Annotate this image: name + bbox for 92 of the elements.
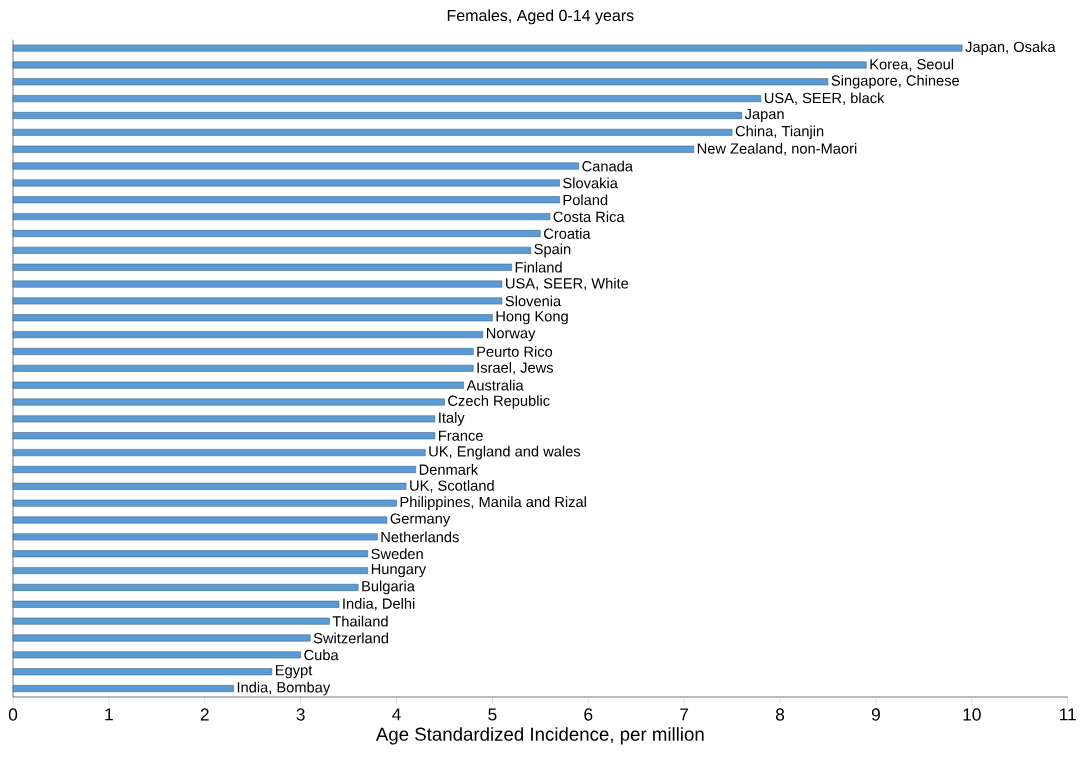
bar	[12, 600, 340, 608]
x-tick-label: 5	[488, 708, 497, 721]
bar	[12, 348, 474, 355]
y-tick-label: France	[439, 430, 483, 441]
y-tick-label: Cuba	[304, 649, 339, 661]
y-tick-label: Slovakia	[563, 177, 618, 189]
bar	[12, 634, 311, 642]
y-tick-label: Costa Rica	[553, 211, 625, 223]
y-tick-label: USA, SEER, White	[506, 277, 629, 291]
y-tick-label: Japan, Osaka	[965, 41, 1056, 55]
y-tick-label: Netherlands	[381, 531, 459, 543]
x-tick-label: 11	[1059, 708, 1076, 721]
y-tick-label: India, Bombay	[237, 681, 331, 696]
y-tick-label: Canada	[582, 160, 633, 172]
y-tick-label: Finland	[515, 261, 562, 273]
bar	[12, 398, 445, 406]
y-tick-label: Czech Republic	[448, 395, 550, 409]
x-tick-label: 8	[775, 708, 785, 721]
x-tick-label: 0	[8, 708, 18, 721]
bar	[12, 482, 407, 490]
bar	[12, 617, 330, 625]
y-tick-label: USA, SEER, black	[764, 92, 885, 105]
bar	[12, 533, 378, 541]
bar	[12, 668, 273, 676]
bar	[12, 246, 532, 254]
bar	[12, 112, 742, 119]
bar	[12, 263, 512, 271]
bar	[12, 583, 359, 591]
bar	[12, 432, 436, 440]
y-tick-label: Philippines, Manila and Rizal	[400, 496, 586, 510]
y-tick-label: Thailand	[332, 615, 388, 627]
x-axis-title: Age Standardized Incidence, per million	[375, 727, 704, 745]
bar	[12, 128, 733, 136]
y-tick-label: Japan	[744, 108, 784, 123]
chart-title: Females, Aged 0-14 years	[447, 9, 634, 25]
bar	[12, 364, 474, 372]
y-tick-label: UK, Scotland	[410, 480, 494, 493]
y-tick-label: Hong Kong	[496, 311, 568, 325]
x-tick-label: 4	[392, 708, 401, 721]
x-tick-label: 9	[871, 708, 880, 721]
bar	[12, 297, 503, 305]
bar	[12, 381, 464, 389]
y-tick-label: Australia	[466, 379, 524, 391]
bar	[12, 449, 426, 457]
bar	[12, 499, 397, 507]
y-tick-label: Spain	[534, 243, 571, 258]
bar	[12, 516, 388, 524]
y-tick-label: India, Delhi	[343, 598, 415, 611]
y-tick-label: Norway	[486, 328, 536, 342]
y-tick-label: Hungary	[371, 564, 427, 578]
bar	[12, 162, 579, 170]
bar	[12, 314, 493, 322]
bar	[12, 651, 301, 659]
bar	[12, 145, 695, 153]
y-tick-label: Israel, Jews	[477, 362, 554, 375]
bar	[12, 331, 484, 339]
bar	[12, 179, 560, 187]
y-tick-label: Slovenia	[505, 295, 562, 307]
bar	[12, 230, 541, 237]
x-tick-label: 6	[584, 708, 593, 721]
x-tick-label: 2	[200, 708, 209, 721]
y-tick-label: Poland	[563, 194, 608, 206]
bar	[12, 465, 416, 473]
y-tick-label: Singapore, Chinese	[831, 74, 960, 89]
y-tick-label: Korea, Seoul	[870, 58, 954, 72]
y-tick-label: Sweden	[371, 548, 423, 560]
bar	[12, 550, 369, 558]
bar	[12, 78, 829, 86]
y-tick-label: Germany	[390, 513, 451, 527]
y-tick-label: Switzerland	[313, 632, 389, 644]
bar	[12, 280, 503, 288]
x-tick-label: 3	[296, 708, 305, 721]
bar	[12, 213, 551, 221]
x-tick-label: 10	[963, 708, 981, 721]
y-tick-label: China, Tianjin	[735, 125, 824, 140]
y-tick-label: Denmark	[419, 464, 479, 475]
bar	[12, 685, 234, 693]
bar	[12, 44, 963, 52]
bar	[12, 61, 867, 69]
y-tick-label: Egypt	[276, 665, 313, 679]
bar	[12, 196, 560, 204]
bar	[12, 95, 762, 103]
y-tick-label: Bulgaria	[362, 580, 415, 595]
y-tick-label: UK, England and wales	[429, 445, 581, 460]
bar	[12, 415, 436, 423]
x-tick-label: 7	[680, 708, 689, 721]
y-tick-label: New Zealand, non-Maori	[697, 142, 857, 156]
y-tick-label: Italy	[439, 412, 465, 426]
y-tick-label: Croatia	[544, 228, 591, 239]
x-tick-label: 1	[105, 708, 113, 721]
bar	[12, 567, 369, 575]
y-tick-label: Peurto Rico	[477, 346, 553, 357]
